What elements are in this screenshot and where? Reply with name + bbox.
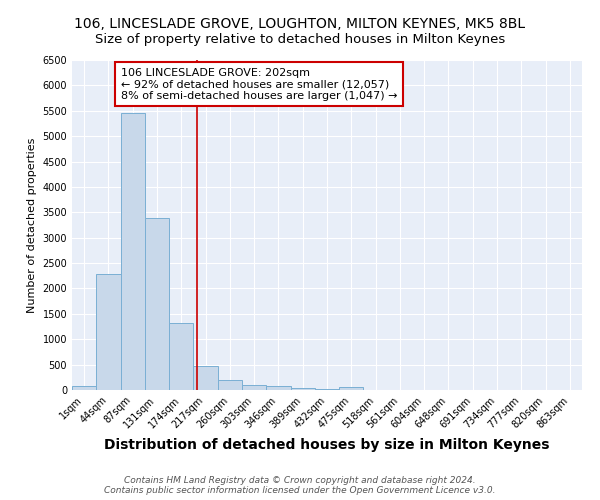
Bar xyxy=(218,380,242,390)
Bar xyxy=(339,387,364,390)
Bar xyxy=(96,274,121,390)
Text: 106, LINCESLADE GROVE, LOUGHTON, MILTON KEYNES, MK5 8BL: 106, LINCESLADE GROVE, LOUGHTON, MILTON … xyxy=(74,18,526,32)
Bar xyxy=(315,388,339,390)
Text: 106 LINCESLADE GROVE: 202sqm
← 92% of detached houses are smaller (12,057)
8% of: 106 LINCESLADE GROVE: 202sqm ← 92% of de… xyxy=(121,68,397,101)
Y-axis label: Number of detached properties: Number of detached properties xyxy=(27,138,37,312)
Bar xyxy=(290,388,315,390)
Bar xyxy=(193,366,218,390)
Bar xyxy=(266,386,290,390)
X-axis label: Distribution of detached houses by size in Milton Keynes: Distribution of detached houses by size … xyxy=(104,438,550,452)
Text: Size of property relative to detached houses in Milton Keynes: Size of property relative to detached ho… xyxy=(95,32,505,46)
Text: Contains HM Land Registry data © Crown copyright and database right 2024.
Contai: Contains HM Land Registry data © Crown c… xyxy=(104,476,496,495)
Bar xyxy=(72,386,96,390)
Bar xyxy=(121,114,145,390)
Bar xyxy=(145,218,169,390)
Bar xyxy=(242,386,266,390)
Bar xyxy=(169,324,193,390)
